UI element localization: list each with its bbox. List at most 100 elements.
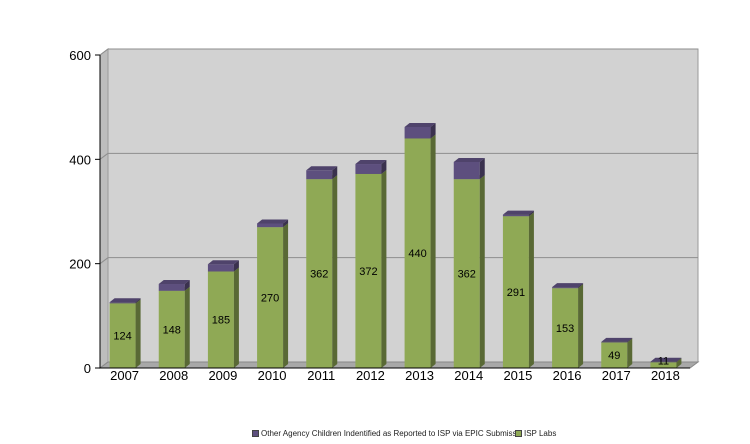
bar-isp-labs-side — [479, 175, 485, 368]
plot-side-wall — [99, 48, 109, 369]
bar-other-agency — [502, 214, 529, 217]
data-labels: 124 148 185 270 362 372 440 362 291 153 49 11 — [113, 248, 669, 367]
bar-other-agency-side — [381, 160, 387, 174]
bar-other-agency-side — [332, 166, 338, 180]
gridline-side — [99, 257, 109, 265]
bar-other-agency-top — [109, 298, 141, 303]
bar-other-agency-side — [676, 357, 682, 363]
bar-other-agency — [601, 341, 628, 343]
bar-isp-labs-side — [332, 175, 338, 368]
bar-other-agency — [650, 361, 677, 363]
bar-other-agency-top — [650, 357, 682, 362]
gridlines — [99, 48, 698, 265]
bar-other-agency-top — [158, 280, 190, 285]
x-tick-label: 2016 — [553, 368, 582, 383]
data-label: 270 — [261, 293, 279, 305]
bar-isp-labs-side — [627, 338, 633, 368]
data-label: 124 — [113, 331, 131, 343]
data-label: 440 — [408, 248, 426, 260]
data-label: 362 — [458, 269, 476, 281]
bar-other-agency-top — [355, 160, 387, 165]
bar-isp-labs — [404, 138, 431, 368]
x-tick-label: 2008 — [159, 368, 188, 383]
bar-isp-labs — [552, 288, 579, 368]
bar-other-agency-side — [479, 157, 485, 180]
bar-isp-labs — [109, 303, 136, 368]
x-tick-label: 2018 — [651, 368, 680, 383]
bar-isp-labs — [158, 290, 185, 368]
data-label: 362 — [310, 269, 328, 281]
y-axis-ticks: 0 200 400 600 — [69, 48, 100, 376]
x-tick-label: 2013 — [405, 368, 434, 383]
bar-isp-labs — [207, 271, 234, 368]
bar-other-agency-side — [184, 280, 190, 291]
bar-other-agency-side — [627, 337, 633, 343]
bars — [109, 122, 682, 368]
bar-other-agency-side — [430, 122, 436, 139]
bar-other-agency-side — [233, 260, 239, 272]
bar-other-agency-side — [135, 298, 141, 304]
bar-other-agency-top — [404, 122, 436, 127]
bar-isp-labs-side — [528, 212, 534, 368]
y-tick-label: 600 — [69, 48, 91, 63]
bar-other-agency-top — [502, 210, 534, 215]
data-label: 372 — [359, 266, 377, 278]
y-tick-label: 200 — [69, 257, 91, 272]
bar-other-agency — [355, 164, 382, 174]
bar-isp-labs — [502, 216, 529, 368]
legend: Other Agency Children Indentified as Rep… — [252, 429, 556, 438]
bar-isp-labs — [650, 362, 677, 368]
bar-isp-labs-side — [676, 358, 682, 368]
plot-back-wall — [107, 48, 699, 363]
bar-isp-labs-side — [135, 299, 141, 368]
data-label: 185 — [212, 315, 230, 327]
legend-swatch-other-agency — [252, 430, 259, 437]
data-label: 11 — [658, 355, 669, 367]
x-tick-label: 2017 — [602, 368, 631, 383]
x-tick-label: 2012 — [356, 368, 385, 383]
bar-other-agency — [306, 170, 333, 180]
legend-swatch-isp-labs — [515, 430, 522, 437]
bar-isp-labs-side — [283, 223, 289, 368]
bar-isp-labs-side — [233, 267, 239, 368]
y-tick-label: 0 — [84, 361, 91, 376]
bar-other-agency-top — [453, 157, 485, 162]
bar-other-agency — [404, 126, 431, 139]
bar-isp-labs — [306, 179, 333, 368]
bar-other-agency-top — [306, 166, 338, 171]
bar-other-agency — [453, 161, 480, 180]
y-tick-label: 400 — [69, 152, 91, 167]
x-tick-label: 2015 — [503, 368, 532, 383]
bar-other-agency-side — [283, 219, 289, 228]
bar-other-agency — [109, 302, 136, 304]
gridline-side — [99, 152, 109, 160]
bar-other-agency — [552, 287, 579, 289]
bar-isp-labs — [453, 179, 480, 368]
bar-isp-labs-side — [578, 284, 584, 368]
bar-isp-labs — [257, 227, 284, 368]
bar-isp-labs-side — [381, 169, 387, 368]
axes — [99, 55, 690, 369]
bar-other-agency — [207, 264, 234, 272]
data-label: 291 — [507, 287, 525, 299]
bar-isp-labs-side — [184, 286, 190, 368]
bar-other-agency-top — [601, 337, 633, 342]
legend-label-other-agency: Other Agency Children Indentified as Rep… — [261, 429, 515, 438]
x-axis-ticks: 2007 2008 2009 2010 2011 2012 2013 2014 2015 2016… — [110, 368, 680, 383]
gridline-side — [99, 48, 109, 56]
bar-other-agency-side — [578, 283, 584, 289]
bar-other-agency-top — [552, 283, 584, 288]
bar-other-agency-top — [207, 260, 239, 265]
data-label: 148 — [163, 324, 181, 336]
data-label: 153 — [556, 323, 574, 335]
legend-label-isp-labs: ISP Labs — [524, 429, 557, 438]
x-tick-label: 2011 — [307, 368, 335, 383]
bar-isp-labs-side — [430, 134, 436, 368]
bar-isp-labs — [355, 173, 382, 368]
bar-other-agency — [158, 284, 185, 291]
x-tick-label: 2014 — [454, 368, 483, 383]
bar-other-agency-side — [528, 210, 534, 217]
x-tick-label: 2010 — [258, 368, 287, 383]
